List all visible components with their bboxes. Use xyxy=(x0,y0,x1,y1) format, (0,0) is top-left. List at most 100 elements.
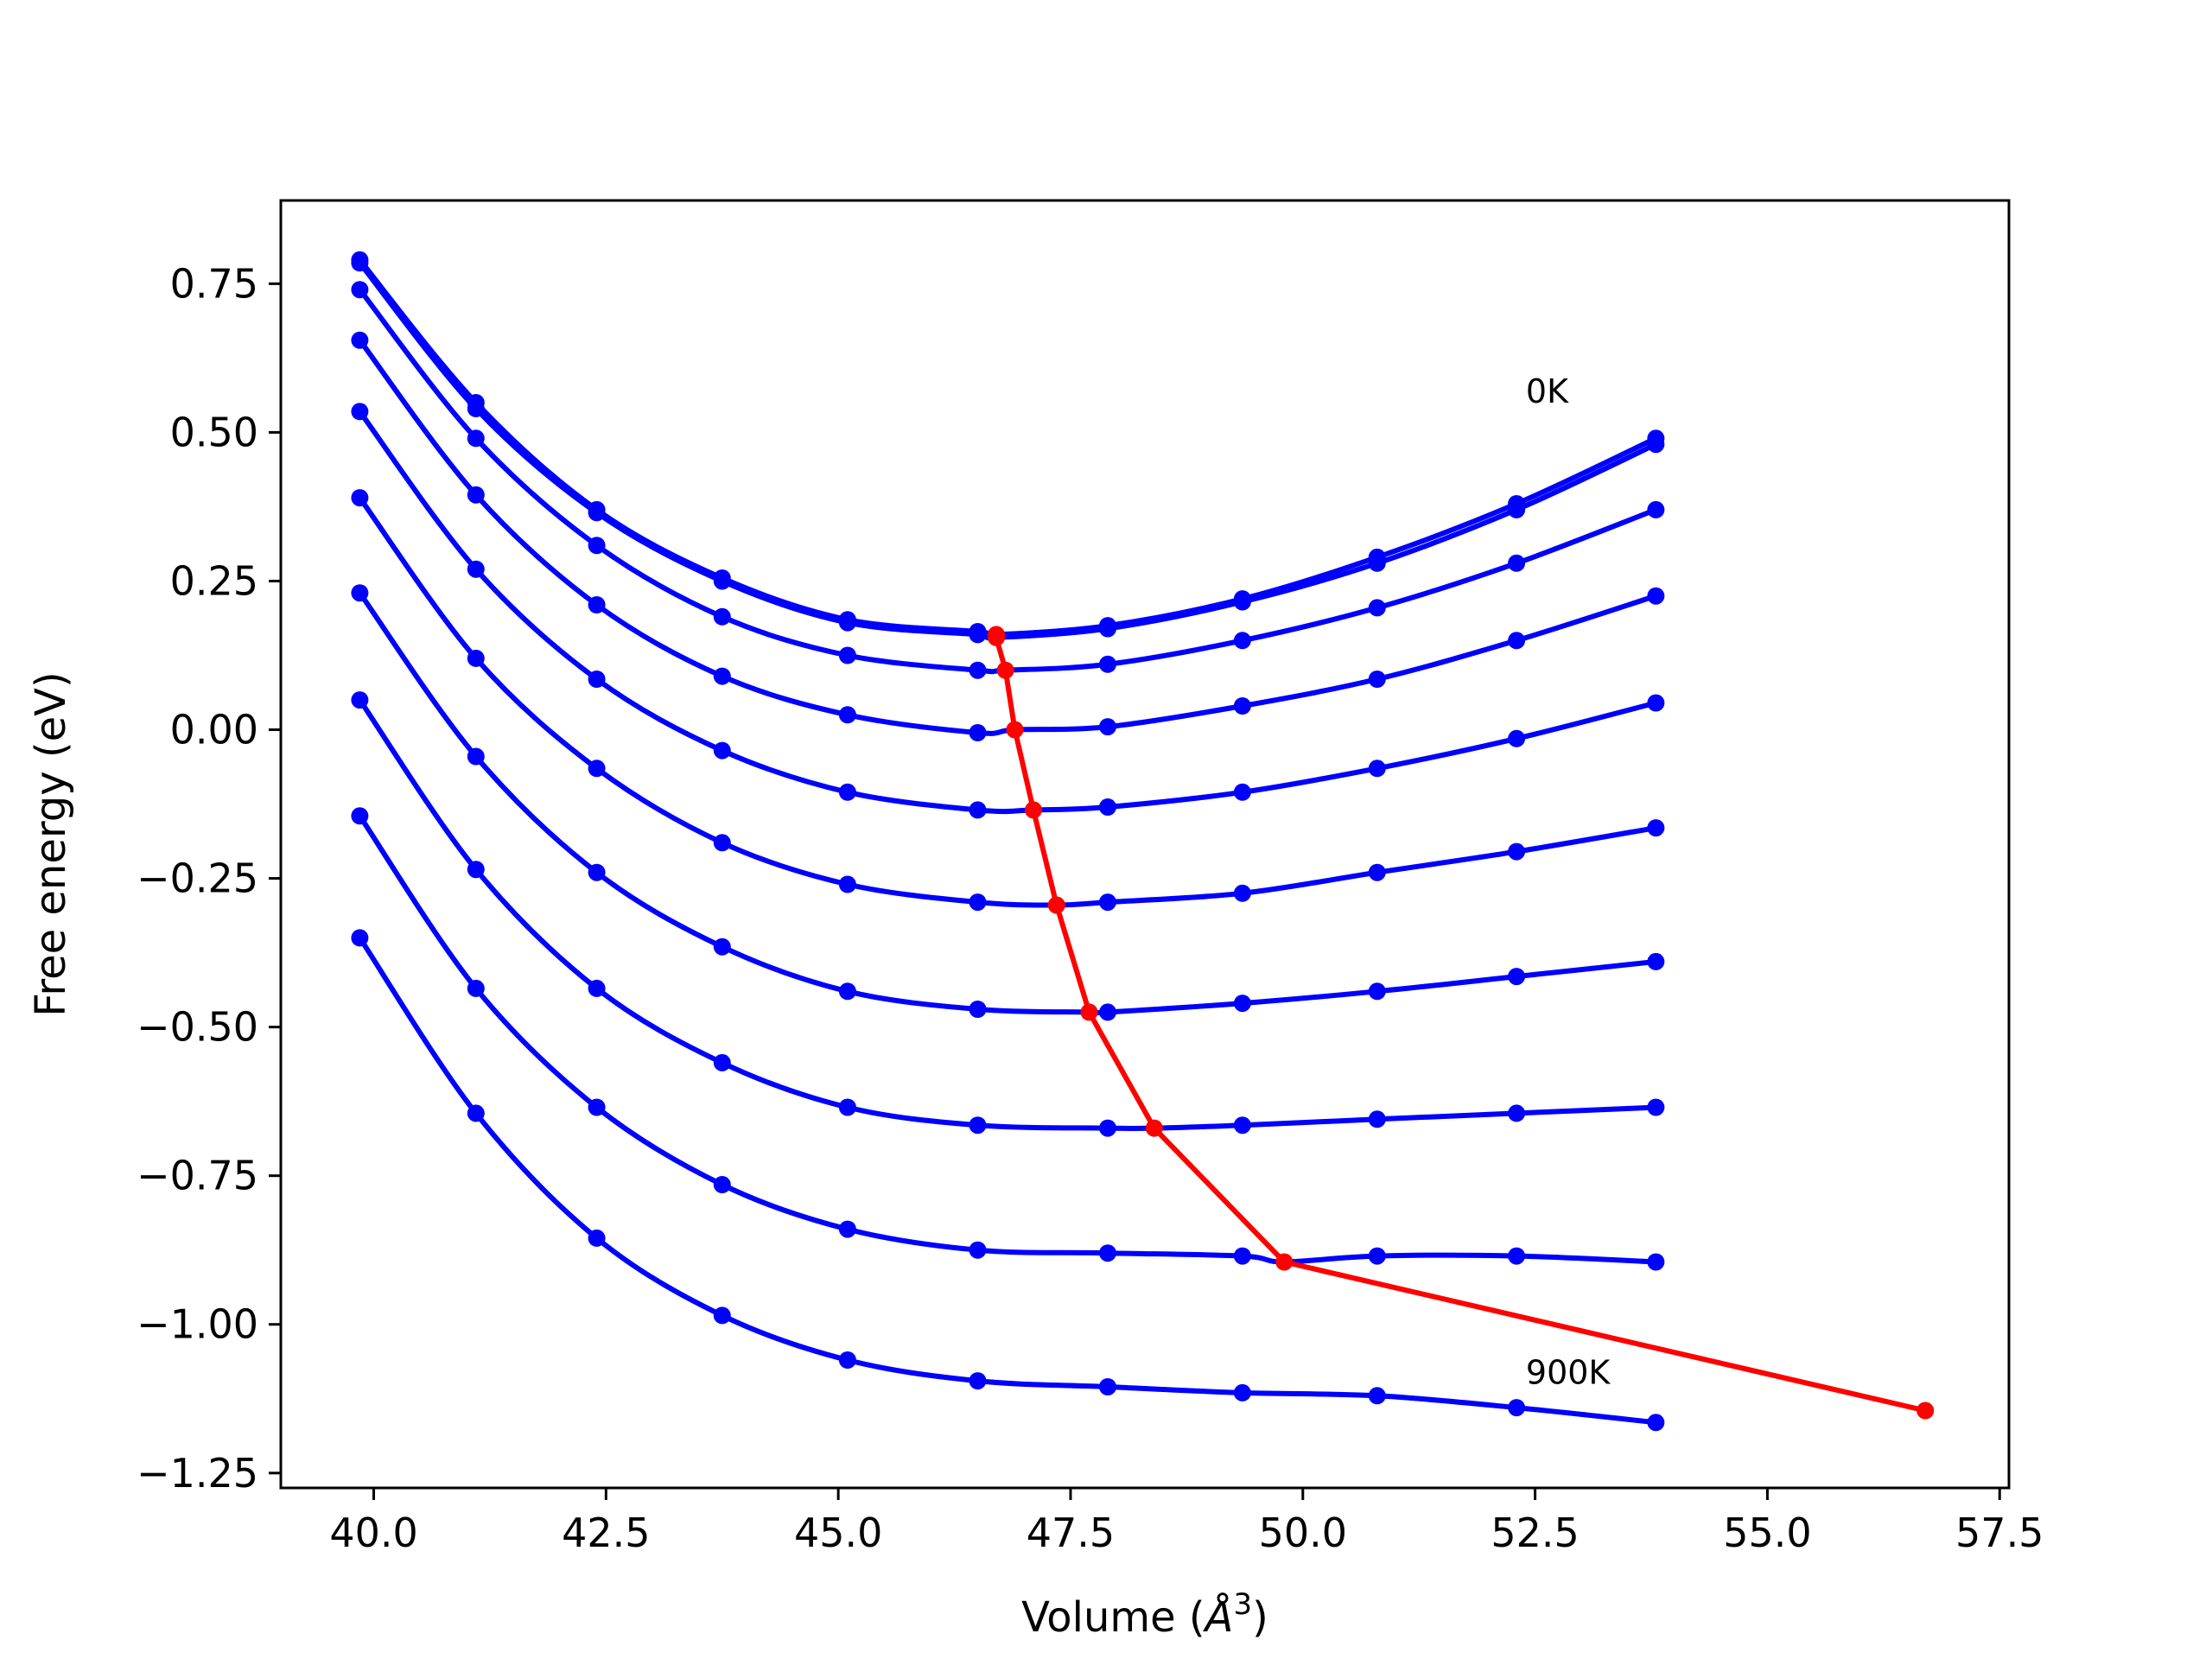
minima-point-8 xyxy=(1275,1253,1294,1271)
series-points xyxy=(351,251,1665,1432)
series-8-point-2 xyxy=(588,1098,606,1116)
series-8-point-10 xyxy=(1647,1253,1665,1271)
series-9-point-0 xyxy=(351,929,369,947)
series-1-point-5 xyxy=(969,626,987,644)
annotations: 0K 900K xyxy=(1526,372,1611,1392)
series-5-point-8 xyxy=(1368,863,1386,881)
series-4-point-0 xyxy=(351,403,369,421)
series-4-point-5 xyxy=(969,801,987,819)
minima-point-9 xyxy=(1916,1402,1935,1420)
minima-point-5 xyxy=(1047,896,1065,914)
series-7-point-3 xyxy=(713,1053,731,1071)
series-2-point-3 xyxy=(713,607,731,626)
x-axis-label-exponent: 3 xyxy=(1233,1587,1252,1622)
series-1-point-4 xyxy=(838,613,856,632)
minima-point-4 xyxy=(1025,801,1042,819)
series-3-point-6 xyxy=(1099,718,1116,736)
series-4-point-9 xyxy=(1508,729,1526,747)
series-9-point-9 xyxy=(1508,1399,1526,1417)
series-curve-2 xyxy=(358,288,1657,675)
x-axis-label: Volume (Å3) xyxy=(1021,1587,1268,1642)
series-6-point-1 xyxy=(467,747,485,766)
x-tick-label-2: 45.0 xyxy=(794,1510,882,1556)
series-3-point-7 xyxy=(1233,697,1251,715)
series-9-point-3 xyxy=(713,1306,731,1325)
minima-point-3 xyxy=(1006,721,1024,739)
series-6-point-10 xyxy=(1647,952,1665,970)
series-6-point-7 xyxy=(1233,995,1251,1013)
series-9-point-6 xyxy=(1099,1378,1116,1395)
minima-point-6 xyxy=(1080,1003,1098,1021)
series-2-point-5 xyxy=(969,661,987,679)
series-3-point-10 xyxy=(1647,587,1665,605)
y-tick-label-5: −0.50 xyxy=(137,1004,258,1051)
series-curve-6 xyxy=(357,591,1656,1016)
series-8-point-0 xyxy=(351,807,369,825)
series-5-point-3 xyxy=(713,834,731,852)
series-3-point-3 xyxy=(713,667,731,685)
x-tick-label-3: 47.5 xyxy=(1027,1510,1115,1556)
series-7-point-10 xyxy=(1647,1098,1665,1116)
series-5-point-4 xyxy=(838,875,856,893)
series-6-point-3 xyxy=(713,938,731,956)
minima-point-7 xyxy=(1145,1119,1163,1137)
series-8-point-6 xyxy=(1099,1244,1116,1262)
series-1-point-1 xyxy=(467,399,485,417)
series-curve-9 xyxy=(357,936,1656,1426)
series-4-point-7 xyxy=(1233,783,1251,801)
series-2-point-8 xyxy=(1368,599,1386,617)
series-6-point-8 xyxy=(1368,982,1386,1001)
series-9-point-5 xyxy=(969,1372,987,1390)
series-3-point-5 xyxy=(969,724,987,741)
series-6-point-6 xyxy=(1099,1003,1116,1021)
series-3-point-9 xyxy=(1508,632,1526,650)
series-6-point-2 xyxy=(588,863,606,881)
series-6-point-0 xyxy=(351,584,369,602)
series-2-point-1 xyxy=(467,429,485,448)
series-7-point-1 xyxy=(467,861,485,879)
x-tick-label-0: 40.0 xyxy=(329,1510,417,1556)
series-9-point-2 xyxy=(588,1229,606,1247)
series-1-point-6 xyxy=(1099,620,1116,638)
x-axis-ticks: 40.0 42.5 45.0 47.5 50.0 52.5 55.0 57.5 xyxy=(329,1488,2044,1556)
series-5-point-6 xyxy=(1099,893,1116,912)
series-4-point-6 xyxy=(1099,798,1116,816)
series-9-point-7 xyxy=(1233,1383,1251,1402)
x-tick-label-6: 55.0 xyxy=(1723,1510,1811,1556)
series-1-point-9 xyxy=(1508,500,1526,518)
series-2-point-6 xyxy=(1099,655,1116,673)
annotation-1: 900K xyxy=(1526,1354,1611,1392)
series-7-point-8 xyxy=(1368,1110,1386,1128)
series-4-point-10 xyxy=(1647,694,1665,712)
series-1-point-0 xyxy=(351,254,369,272)
series-8-point-8 xyxy=(1368,1247,1386,1265)
series-curve-4 xyxy=(357,410,1657,815)
series-5-point-9 xyxy=(1508,842,1526,861)
series-4-point-4 xyxy=(838,783,856,801)
minima-line xyxy=(994,634,1926,1414)
series-9-point-10 xyxy=(1647,1414,1665,1432)
series-2-point-0 xyxy=(351,281,369,299)
y-tick-label-2: 0.25 xyxy=(170,557,258,604)
y-tick-label-7: −1.00 xyxy=(137,1301,258,1348)
series-8-point-3 xyxy=(713,1176,731,1193)
y-tick-label-8: −1.25 xyxy=(137,1450,258,1497)
series-4-point-1 xyxy=(467,560,485,578)
series-3-point-2 xyxy=(588,596,606,613)
series-5-point-1 xyxy=(467,649,485,667)
series-7-point-9 xyxy=(1508,1104,1526,1122)
y-tick-label-3: 0.00 xyxy=(170,707,258,753)
plot-frame xyxy=(279,199,2011,1490)
y-tick-label-6: −0.75 xyxy=(137,1153,258,1199)
series-4-point-8 xyxy=(1368,760,1386,778)
series-8-point-4 xyxy=(838,1220,856,1238)
series-5-point-10 xyxy=(1647,819,1665,837)
series-7-point-7 xyxy=(1233,1116,1251,1135)
series-7-point-2 xyxy=(588,979,606,997)
series-7-point-4 xyxy=(838,1098,856,1116)
annotation-0: 0K xyxy=(1526,372,1569,410)
series-3-point-8 xyxy=(1368,671,1386,688)
series-7-point-0 xyxy=(351,691,369,709)
series-5-point-5 xyxy=(969,893,987,912)
